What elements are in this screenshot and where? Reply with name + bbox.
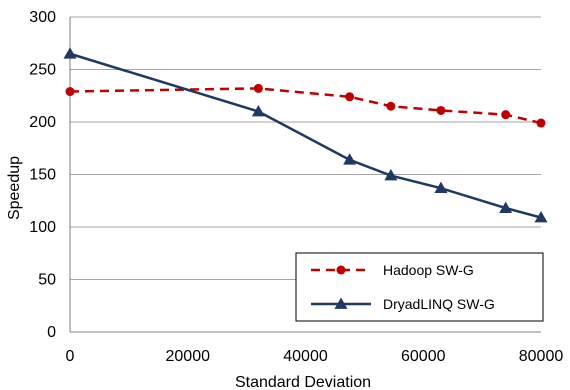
y-tick-label-300: 300 xyxy=(29,9,56,26)
data-point-1-0 xyxy=(63,47,77,59)
x-tick-label-40000: 40000 xyxy=(283,348,328,365)
series-0 xyxy=(65,83,546,128)
data-series xyxy=(63,47,548,223)
series-1 xyxy=(63,47,548,223)
legend-marker-0 xyxy=(336,265,346,275)
legend-label-0: Hadoop SW-G xyxy=(383,262,474,278)
y-tick-label-150: 150 xyxy=(29,167,56,184)
x-axis-title: Standard Deviation xyxy=(235,374,371,390)
gridlines xyxy=(70,16,541,280)
x-tick-label-20000: 20000 xyxy=(166,348,211,365)
data-point-1-3 xyxy=(384,169,398,181)
data-point-1-6 xyxy=(534,211,548,223)
data-point-1-1 xyxy=(251,105,265,117)
y-tick-label-100: 100 xyxy=(29,219,56,236)
x-tick-label-0: 0 xyxy=(66,348,75,365)
axes xyxy=(69,17,541,333)
x-tick-label-60000: 60000 xyxy=(401,348,446,365)
legend-label-1: DryadLINQ SW-G xyxy=(383,296,495,312)
legend-marker-1 xyxy=(334,297,348,309)
data-point-0-0 xyxy=(65,87,75,97)
series-line-1 xyxy=(69,52,542,219)
legend: Hadoop SW-G DryadLINQ SW-G xyxy=(295,252,544,322)
data-point-1-5 xyxy=(499,201,513,213)
data-point-1-2 xyxy=(343,153,357,165)
y-axis-title: Speedup xyxy=(6,156,23,220)
data-point-1-4 xyxy=(434,181,448,194)
data-point-0-5 xyxy=(501,110,511,120)
data-point-0-2 xyxy=(345,92,355,102)
x-tick-labels: 0 20000 40000 60000 80000 xyxy=(66,348,564,365)
data-point-0-3 xyxy=(386,101,396,111)
data-point-0-4 xyxy=(436,105,446,115)
x-tick-label-80000: 80000 xyxy=(519,348,564,365)
legend-box xyxy=(295,252,544,322)
y-tick-label-200: 200 xyxy=(29,114,56,131)
y-tick-labels: 0 50 100 150 200 250 300 xyxy=(29,9,56,341)
y-tick-label-250: 250 xyxy=(29,62,56,79)
data-point-0-1 xyxy=(253,83,263,93)
data-point-0-6 xyxy=(536,118,546,128)
y-tick-label-0: 0 xyxy=(47,324,56,341)
y-tick-label-50: 50 xyxy=(38,272,56,289)
series-line-0 xyxy=(69,87,542,125)
